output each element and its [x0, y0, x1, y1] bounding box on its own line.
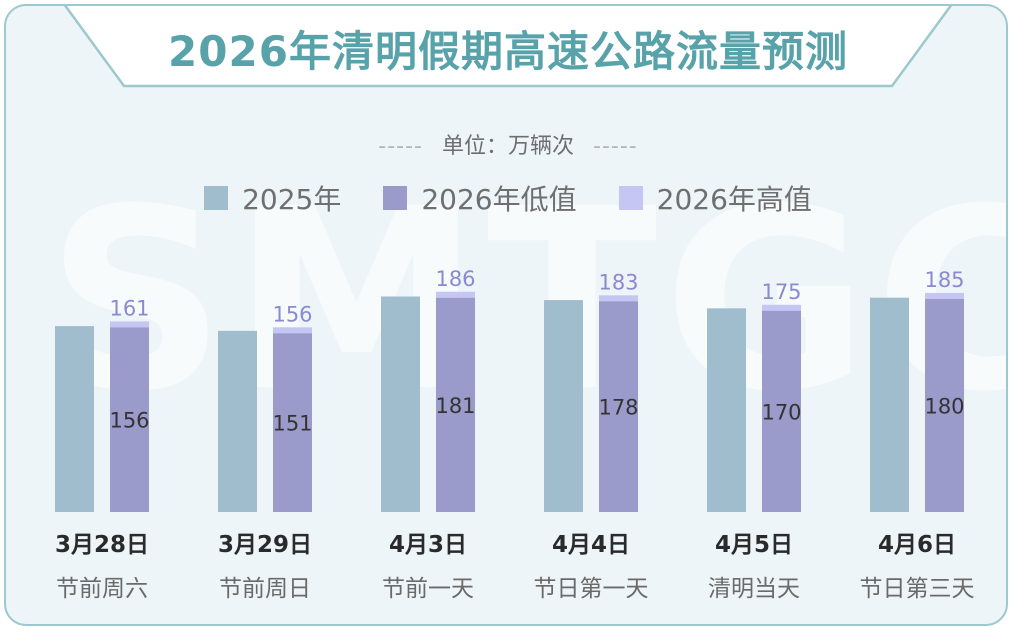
bar-2026-low — [925, 298, 964, 512]
bar-2026-low — [110, 327, 149, 512]
data-label-2026-high: 186 — [435, 267, 475, 291]
x-tick-label: 3月28日 — [55, 532, 149, 558]
bar-2025 — [218, 330, 257, 512]
legend-swatch-2025 — [204, 186, 229, 210]
chart-title: 2026年清明假期高速公路流量预测 — [168, 27, 848, 76]
bar-2026-high — [599, 295, 638, 302]
legend-item-2026-low: 2026年低值 — [383, 178, 577, 218]
title-banner-shape — [64, 6, 952, 88]
x-tick-sublabel: 节前一天 — [382, 576, 474, 602]
legend-label-2026-high: 2026年高值 — [656, 183, 812, 216]
data-label-2026-high: 185 — [924, 268, 964, 292]
bar-2025 — [870, 297, 909, 512]
data-label-2026-high: 175 — [761, 280, 801, 304]
legend-item-2026-high: 2026年高值 — [618, 178, 812, 218]
x-tick-sublabel: 清明当天 — [708, 576, 800, 602]
data-label-2026-high: 156 — [272, 302, 312, 326]
bar-2026-high — [436, 291, 475, 298]
bar-2025 — [55, 326, 94, 512]
bar-2026-low — [762, 310, 801, 512]
bar-2025 — [381, 296, 420, 512]
unit-dashes-right: ----- — [593, 134, 638, 159]
legend-swatch-2026-high — [618, 186, 643, 210]
chart-card: SMTGC 2026年清明假期高速公路流量预测 ----- 单位：万辆次 ---… — [4, 4, 1008, 626]
chart-legend: 2025年 2026年低值 2026年高值 — [6, 178, 1006, 218]
bar-2026-low — [273, 333, 312, 512]
unit-label: 单位：万辆次 — [441, 134, 574, 159]
x-tick-sublabel: 节前周日 — [219, 576, 311, 602]
x-tick-label: 4月6日 — [878, 532, 956, 558]
data-label-2026-low: 178 — [598, 396, 638, 420]
data-label-2026-low: 151 — [272, 412, 312, 436]
x-tick-label: 3月29日 — [218, 532, 312, 558]
x-tick-sublabel: 节日第一天 — [534, 576, 649, 602]
bar-2026-high — [273, 327, 312, 334]
title-banner: 2026年清明假期高速公路流量预测 — [64, 6, 952, 92]
unit-caption: ----- 单位：万辆次 ----- — [6, 128, 1006, 160]
bar-2026-high — [925, 292, 964, 299]
legend-swatch-2026-low — [383, 186, 408, 210]
x-tick-label: 4月5日 — [715, 532, 793, 558]
data-label-2026-low: 181 — [435, 394, 475, 418]
bar-2026-high — [762, 304, 801, 311]
bar-2026-low — [599, 301, 638, 512]
x-tick-label: 4月3日 — [389, 532, 467, 558]
data-label-2026-low: 170 — [761, 400, 801, 424]
unit-dashes-left: ----- — [378, 134, 423, 159]
bar-2026-high — [110, 321, 149, 328]
legend-item-2025: 2025年 — [204, 178, 341, 218]
data-label-2026-high: 161 — [109, 296, 149, 320]
x-tick-sublabel: 节日第三天 — [860, 576, 975, 602]
data-label-2026-low: 180 — [924, 394, 964, 418]
data-label-2026-high: 183 — [598, 270, 638, 294]
watermark-text: SMTGC — [46, 155, 1008, 446]
bar-2026-low — [436, 297, 475, 512]
x-tick-sublabel: 节前周六 — [56, 576, 148, 602]
legend-label-2025: 2025年 — [242, 183, 342, 216]
x-tick-label: 4月4日 — [552, 532, 630, 558]
bar-2025 — [544, 300, 583, 512]
bar-2025 — [707, 308, 746, 512]
legend-label-2026-low: 2026年低值 — [421, 183, 577, 216]
data-label-2026-low: 156 — [109, 409, 149, 433]
